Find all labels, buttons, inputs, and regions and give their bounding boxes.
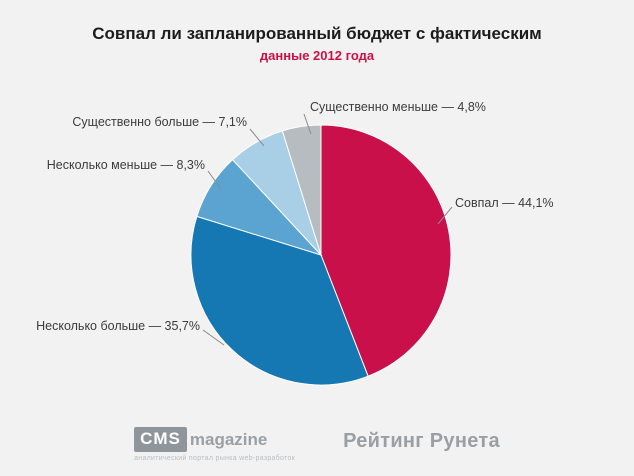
pie-slice-1: [190, 215, 369, 386]
label-sushchestvenno-bolshe: Существенно больше — 7,1%: [72, 115, 247, 129]
cms-logo-box: CMS: [134, 427, 187, 452]
leader-line-sushchestvenno-bolshe: [249, 128, 265, 147]
leader-line-sovpal: [437, 206, 453, 225]
leader-line-sushchestvenno-menshe: [303, 113, 312, 135]
cms-logo-word: magazine: [189, 429, 268, 449]
leader-line-neskolko-menshe: [207, 170, 222, 190]
label-sushchestvenno-menshe: Существенно меньше — 4,8%: [310, 100, 486, 114]
rating-runeta-logo: Рейтинг Рунета: [343, 430, 500, 452]
pie-slices: [190, 124, 452, 386]
label-sovpal: Совпал — 44,1%: [455, 196, 554, 210]
cms-tagline: аналитический портал рынка web-разработо…: [134, 455, 296, 462]
leader-line-neskolko-bolshe: [202, 329, 225, 346]
cms-magazine-logo: CMS magazine аналитический портал рынка …: [134, 427, 295, 462]
footer: CMS magazine аналитический портал рынка …: [0, 427, 634, 462]
pie-slice-4: [281, 124, 322, 256]
pie-slice-0: [320, 124, 452, 377]
label-neskolko-menshe: Несколько меньше — 8,3%: [46, 158, 205, 172]
label-neskolko-bolshe: Несколько больше — 35,7%: [36, 319, 200, 333]
leader-lines: [202, 113, 453, 346]
chart-title: Совпал ли запланированный бюджет с факти…: [92, 24, 542, 43]
chart-subtitle: данные 2012 года: [259, 48, 375, 63]
